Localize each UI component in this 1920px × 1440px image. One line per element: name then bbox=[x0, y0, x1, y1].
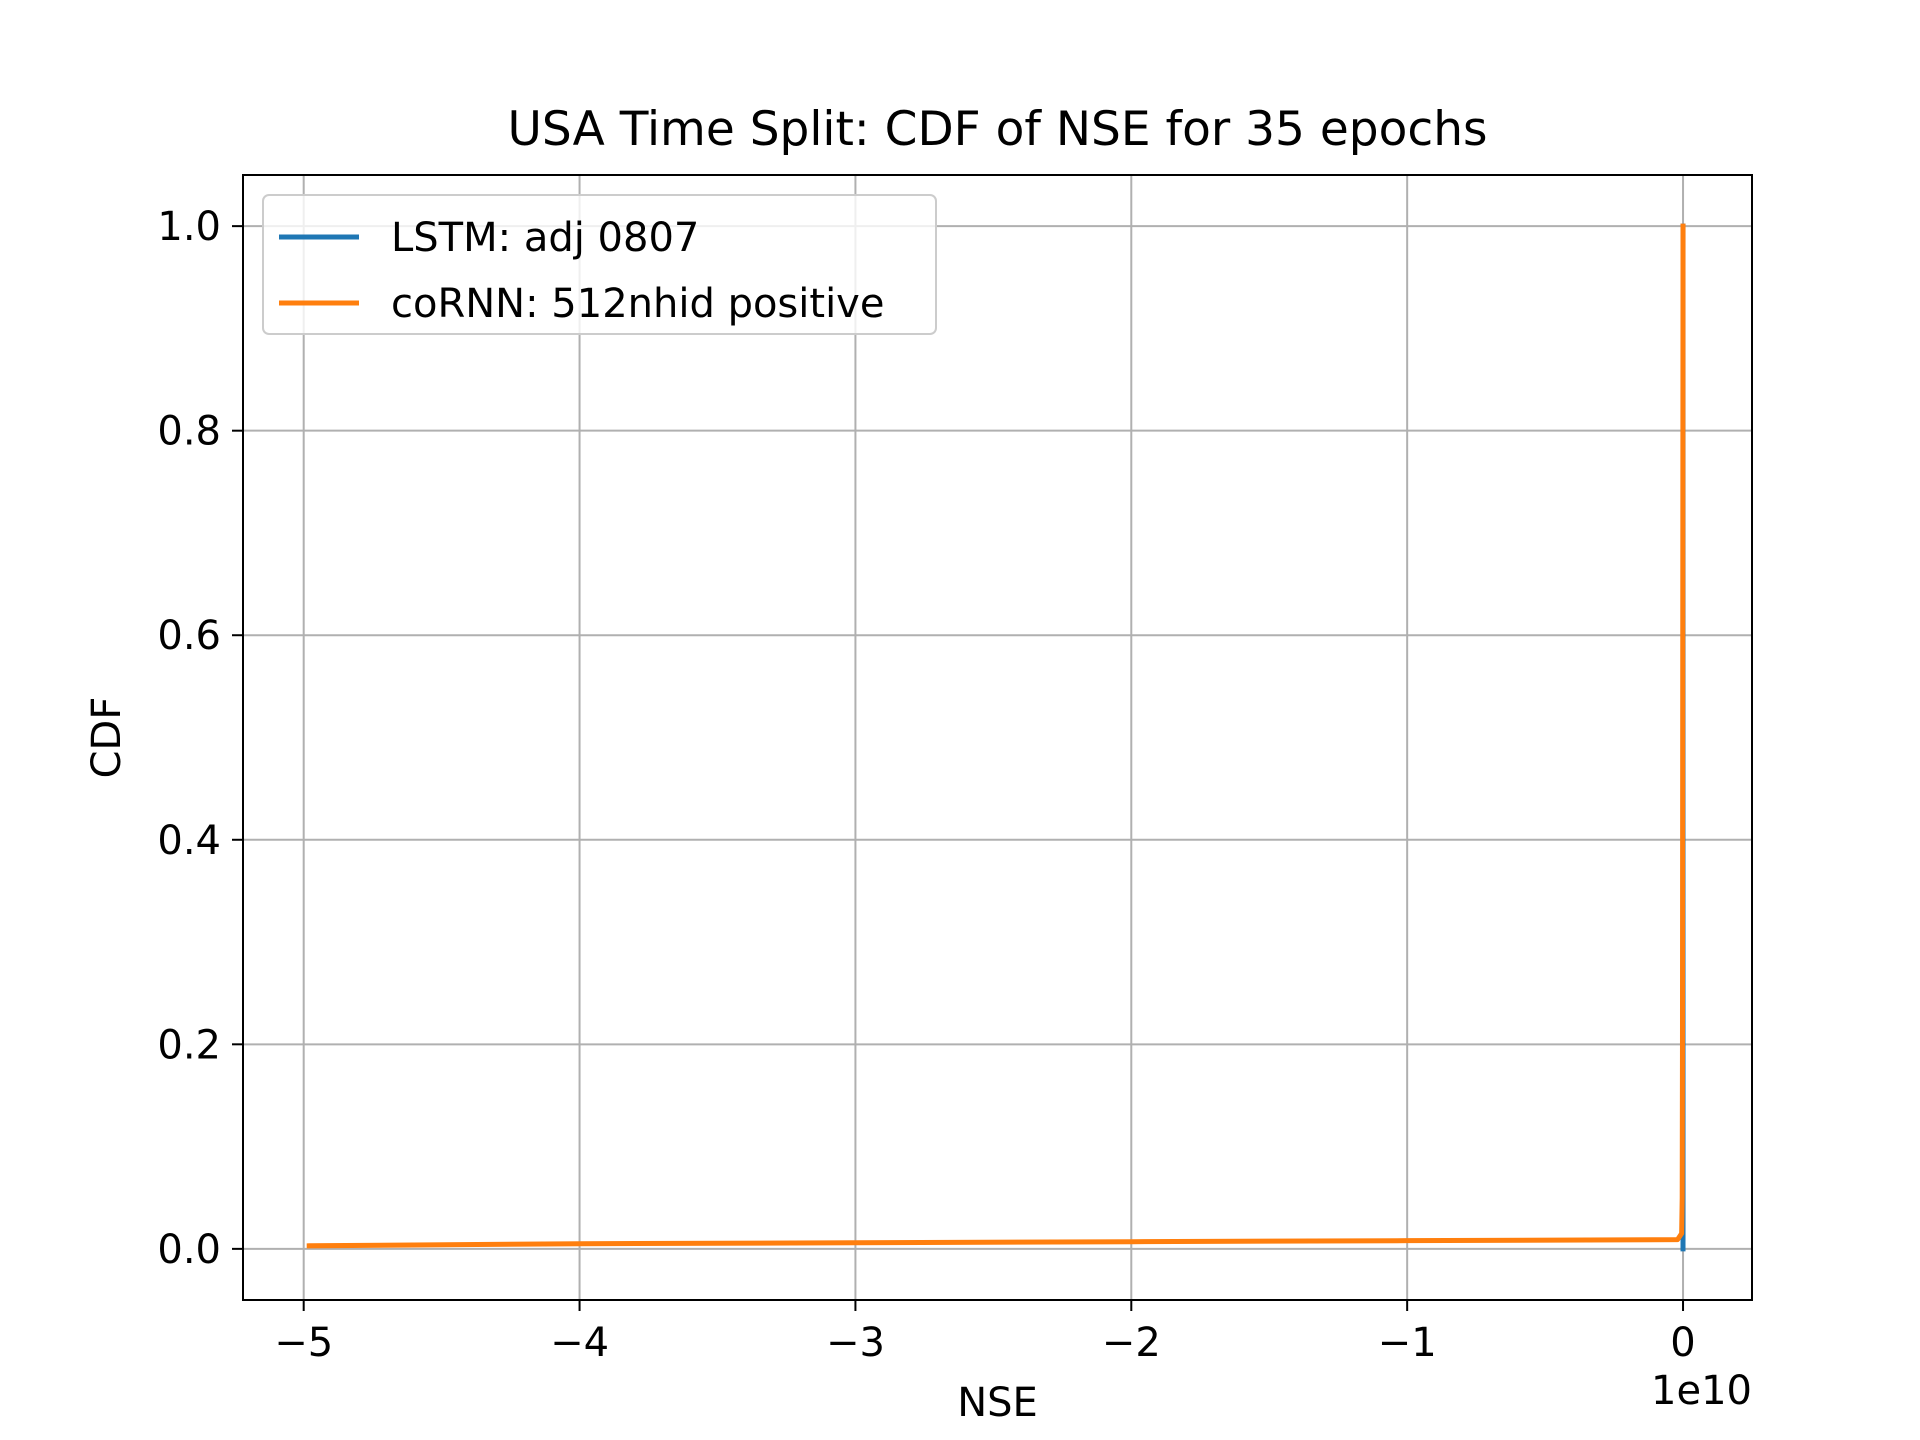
axis-ticks: −5 −4 −3 −2 −1 0 0.0 0.2 0.4 0.6 0.8 1.0 bbox=[157, 204, 1695, 1366]
chart-title: USA Time Split: CDF of NSE for 35 epochs bbox=[508, 102, 1488, 157]
y-tick-label: 0.0 bbox=[157, 1227, 221, 1273]
legend: LSTM: adj 0807 coRNN: 512nhid positive bbox=[262, 194, 937, 335]
x-tick-label: −2 bbox=[1102, 1320, 1161, 1366]
y-tick-label: 0.4 bbox=[157, 818, 221, 864]
x-tick-label: −5 bbox=[274, 1320, 333, 1366]
x-tick-label: −3 bbox=[826, 1320, 885, 1366]
legend-label-0: LSTM: adj 0807 bbox=[391, 215, 699, 261]
x-axis-label: NSE bbox=[957, 1380, 1038, 1426]
plot-frame bbox=[242, 174, 1753, 1301]
x-tick-label: 0 bbox=[1670, 1320, 1695, 1366]
grid bbox=[243, 175, 1752, 1300]
y-tick-label: 0.8 bbox=[157, 409, 221, 455]
y-axis-label: CDF bbox=[84, 697, 130, 779]
series-lines bbox=[306, 223, 1686, 1252]
y-tick-label: 1.0 bbox=[157, 204, 221, 250]
x-tick-label: −1 bbox=[1378, 1320, 1437, 1366]
series-line-1 bbox=[306, 223, 1686, 1249]
y-tick-label: 0.6 bbox=[157, 613, 221, 659]
legend-box bbox=[262, 194, 937, 335]
x-axis-offset-label: 1e10 bbox=[1651, 1368, 1752, 1414]
x-tick-label: −4 bbox=[550, 1320, 609, 1366]
legend-label-1: coRNN: 512nhid positive bbox=[391, 281, 884, 327]
y-tick-label: 0.2 bbox=[157, 1022, 221, 1068]
